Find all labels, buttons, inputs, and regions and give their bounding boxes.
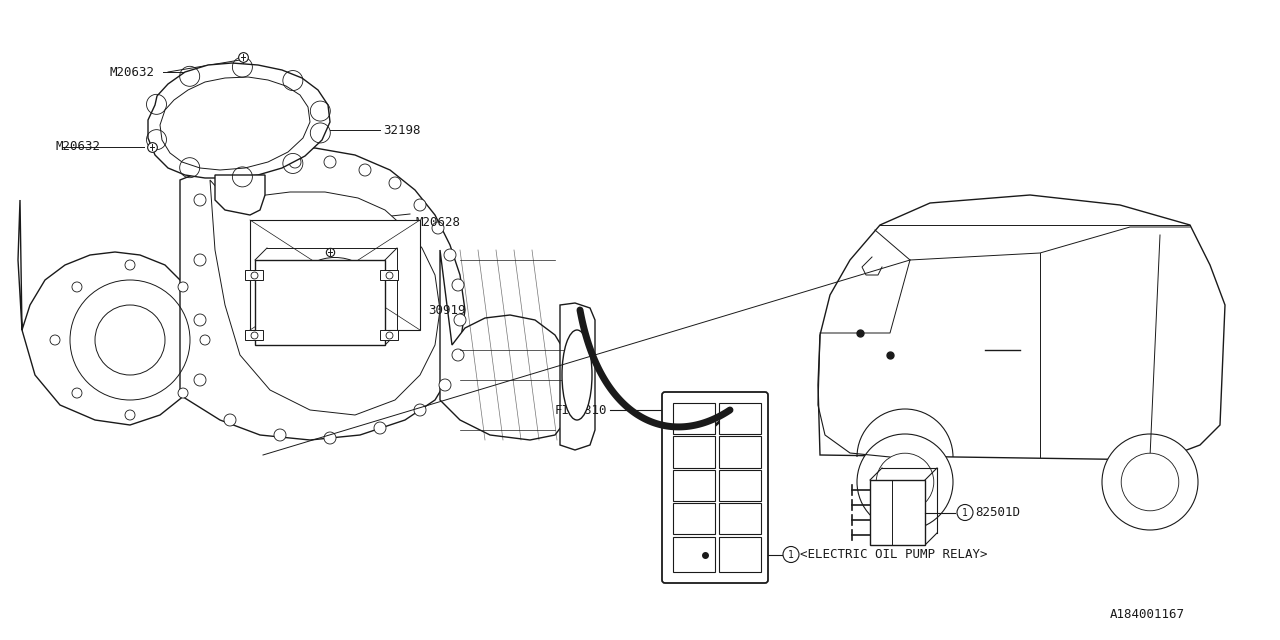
- Polygon shape: [210, 180, 440, 415]
- Circle shape: [324, 432, 335, 444]
- Circle shape: [200, 335, 210, 345]
- Text: 30919: 30919: [428, 303, 466, 317]
- Bar: [673, 436, 716, 467]
- Circle shape: [125, 410, 134, 420]
- Circle shape: [178, 282, 188, 292]
- Circle shape: [358, 164, 371, 176]
- Circle shape: [452, 279, 465, 291]
- Text: M20632: M20632: [55, 141, 100, 154]
- Text: 32198: 32198: [383, 124, 421, 136]
- Bar: [380, 270, 398, 280]
- Bar: [719, 436, 762, 467]
- Bar: [719, 503, 762, 534]
- Circle shape: [72, 388, 82, 398]
- Bar: [250, 220, 420, 330]
- Circle shape: [195, 254, 206, 266]
- Circle shape: [72, 282, 82, 292]
- Circle shape: [444, 249, 456, 261]
- Circle shape: [125, 260, 134, 270]
- Polygon shape: [440, 250, 575, 440]
- Bar: [255, 260, 385, 345]
- Circle shape: [195, 314, 206, 326]
- Text: 1: 1: [963, 508, 968, 518]
- Bar: [244, 330, 262, 340]
- Circle shape: [452, 349, 465, 361]
- Circle shape: [439, 379, 451, 391]
- Text: A184001167: A184001167: [1110, 609, 1185, 621]
- Circle shape: [389, 177, 401, 189]
- Circle shape: [957, 504, 973, 520]
- Circle shape: [1102, 434, 1198, 530]
- Text: 82501D: 82501D: [975, 506, 1020, 519]
- Polygon shape: [18, 200, 205, 425]
- Bar: [673, 503, 716, 534]
- Polygon shape: [180, 148, 465, 440]
- Bar: [673, 470, 716, 500]
- Polygon shape: [818, 195, 1225, 460]
- Circle shape: [877, 453, 934, 511]
- Bar: [719, 537, 762, 572]
- Circle shape: [227, 174, 238, 186]
- Circle shape: [454, 314, 466, 326]
- Circle shape: [195, 374, 206, 386]
- Bar: [719, 470, 762, 500]
- Circle shape: [195, 194, 206, 206]
- Circle shape: [1121, 453, 1179, 511]
- Bar: [244, 270, 262, 280]
- Text: M20628: M20628: [415, 216, 460, 228]
- Polygon shape: [561, 303, 595, 450]
- Circle shape: [289, 156, 301, 168]
- Polygon shape: [215, 175, 265, 215]
- Circle shape: [374, 422, 387, 434]
- Circle shape: [858, 434, 954, 530]
- Circle shape: [324, 156, 335, 168]
- Circle shape: [413, 199, 426, 211]
- Text: <ELECTRIC OIL PUMP RELAY>: <ELECTRIC OIL PUMP RELAY>: [800, 548, 987, 561]
- Ellipse shape: [562, 330, 591, 420]
- Polygon shape: [148, 63, 330, 178]
- Circle shape: [224, 414, 236, 426]
- Text: M20632: M20632: [110, 65, 155, 79]
- Circle shape: [178, 388, 188, 398]
- Text: FIG.810: FIG.810: [556, 403, 608, 417]
- Circle shape: [413, 404, 426, 416]
- Bar: [673, 537, 716, 572]
- Text: 1: 1: [788, 550, 794, 559]
- Bar: [719, 403, 762, 435]
- Circle shape: [274, 429, 285, 441]
- Circle shape: [253, 162, 266, 174]
- Bar: [380, 330, 398, 340]
- Circle shape: [783, 547, 799, 563]
- Bar: [673, 403, 716, 435]
- Bar: [870, 480, 925, 545]
- FancyBboxPatch shape: [662, 392, 768, 583]
- Circle shape: [433, 222, 444, 234]
- Circle shape: [50, 335, 60, 345]
